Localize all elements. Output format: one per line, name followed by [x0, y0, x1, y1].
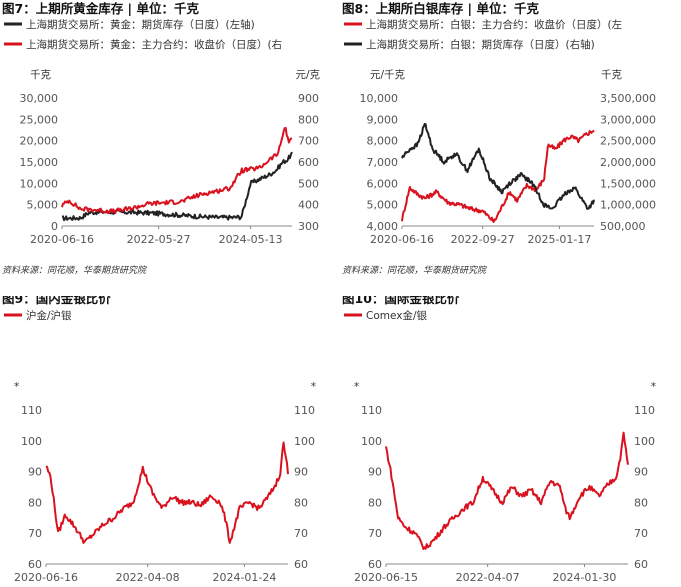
left-axis-tick-label: 20,000 — [20, 135, 59, 148]
right-axis-tick-label: 500 — [298, 177, 319, 190]
left-axis-tick-label: 60 — [368, 558, 382, 571]
left-axis-tick-label: 80 — [368, 496, 382, 509]
left-axis-tick-label: 8,000 — [367, 135, 399, 148]
right-axis-tick-label: 1,500,000 — [600, 177, 656, 190]
right-axis-tick-label: 80 — [294, 496, 308, 509]
right-axis-tick-label: 2,000,000 — [600, 156, 656, 169]
series-line — [401, 129, 595, 223]
left-axis-tick-label: 10,000 — [360, 92, 399, 105]
x-axis-tick-label: 2024-05-13 — [219, 233, 283, 246]
chart-panel-domestic-gold-silver-ratio: 图9：国内金银比价 沪金/沪银 * * 110 100 90 80 70 60 110 100 90 80… — [0, 296, 340, 586]
right-axis-unit: * — [651, 381, 656, 393]
right-axis-unit: * — [311, 381, 316, 393]
left-axis-tick-label: 70 — [28, 527, 42, 540]
left-axis-tick-label: 7,000 — [367, 156, 399, 169]
left-axis-tick-label: 90 — [28, 466, 42, 479]
x-axis-tick-label: 2022-04-08 — [116, 571, 180, 584]
chart-svg: 图8：上期所白银库存 | 单位：千克上海期货交易所：白银：主力合约：收盘价（日度… — [342, 1, 656, 276]
left-axis-unit: 元/千克 — [370, 69, 406, 81]
right-axis-tick-label: 700 — [298, 135, 319, 148]
x-axis-tick-label: 2025-01-17 — [527, 233, 591, 246]
legend-label: 沪金/沪银 — [26, 309, 72, 322]
right-axis-tick-label: 80 — [634, 496, 648, 509]
left-axis-tick-label: 5,000 — [367, 199, 399, 212]
series-line — [385, 431, 629, 550]
chart-title: 图10：国际金银比价 — [342, 296, 460, 306]
right-axis-tick-label: 400 — [298, 199, 319, 212]
right-axis-tick-label: 90 — [634, 466, 648, 479]
legend-label: 上海期货交易所：黄金：期货库存（日度）(左轴) — [26, 18, 255, 31]
right-axis-tick-label: 600 — [298, 156, 319, 169]
right-axis-tick-label: 100 — [294, 435, 315, 448]
legend-label: 上海期货交易所：黄金：主力合约：收盘价（日度）(右 — [26, 38, 282, 51]
chart-panel-international-gold-silver-ratio: 图10：国际金银比价 Comex金/银 * * 110 100 90 80 70 60 110 100… — [340, 296, 680, 586]
left-axis-unit: * — [354, 381, 359, 393]
chart-title: 图8：上期所白银库存 | 单位：千克 — [342, 1, 539, 16]
right-axis-tick-label: 70 — [634, 527, 648, 540]
right-axis-tick-label: 300 — [298, 220, 319, 233]
series-line — [45, 441, 289, 544]
right-axis-tick-label: 900 — [298, 92, 319, 105]
left-axis-tick-label: 6,000 — [367, 177, 399, 190]
legend-label: 上海期货交易所：白银：主力合约：收盘价（日度）(左 — [366, 18, 622, 31]
left-axis-tick-label: 15,000 — [20, 156, 59, 169]
x-axis-tick-label: 2020-06-16 — [30, 233, 94, 246]
left-axis-tick-label: 60 — [28, 558, 42, 571]
right-axis-tick-label: 110 — [294, 404, 315, 417]
right-axis-tick-label: 3,000,000 — [600, 113, 656, 126]
right-axis-tick-label: 60 — [294, 558, 308, 571]
left-axis-tick-label: 110 — [21, 404, 42, 417]
legend-label: Comex金/银 — [366, 309, 428, 322]
right-axis-unit: 千克 — [601, 69, 622, 81]
left-axis-tick-label: 0 — [51, 220, 58, 233]
chart-panel-silver-inventory: 图8：上期所白银库存 | 单位：千克上海期货交易所：白银：主力合约：收盘价（日度… — [340, 0, 680, 290]
x-axis-tick-label: 2022-04-07 — [456, 571, 520, 584]
source-note: 资料来源：同花顺，华泰期货研究院 — [2, 265, 148, 276]
series-line — [61, 151, 293, 222]
left-axis-tick-label: 100 — [361, 435, 382, 448]
left-axis-tick-label: 70 — [368, 527, 382, 540]
chart-title: 图9：国内金银比价 — [2, 296, 111, 306]
right-axis-tick-label: 60 — [634, 558, 648, 571]
x-axis-tick-label: 2022-09-27 — [451, 233, 515, 246]
left-axis-tick-label: 80 — [28, 496, 42, 509]
left-axis-tick-label: 90 — [368, 466, 382, 479]
right-axis-tick-label: 500,000 — [600, 220, 646, 233]
right-axis-tick-label: 70 — [294, 527, 308, 540]
x-axis-tick-label: 2024-01-24 — [212, 571, 276, 584]
source-note: 资料来源：同花顺，华泰期货研究院 — [342, 265, 488, 276]
x-axis-tick-label: 2020-06-15 — [354, 571, 418, 584]
chart-svg: 图7：上期所黄金库存 | 单位：千克上海期货交易所：黄金：期货库存（日度）(左轴… — [2, 1, 320, 276]
right-axis-tick-label: 110 — [634, 404, 655, 417]
right-axis-tick-label: 2,500,000 — [600, 135, 656, 148]
chart-panel-gold-inventory: 图7：上期所黄金库存 | 单位：千克上海期货交易所：黄金：期货库存（日度）(左轴… — [0, 0, 340, 290]
left-axis-unit: 千克 — [30, 69, 51, 81]
right-axis-tick-label: 100 — [634, 435, 655, 448]
x-axis-tick-label: 2024-01-30 — [552, 571, 616, 584]
x-axis-tick-label: 2020-06-16 — [14, 571, 78, 584]
right-axis-unit: 元/克 — [295, 69, 320, 81]
series-line — [61, 127, 292, 215]
right-axis-tick-label: 3,500,000 — [600, 92, 656, 105]
chart-title: 图7：上期所黄金库存 | 单位：千克 — [2, 1, 199, 16]
left-axis-tick-label: 100 — [21, 435, 42, 448]
left-axis-tick-label: 10,000 — [20, 177, 59, 190]
right-axis-tick-label: 90 — [294, 466, 308, 479]
left-axis-tick-label: 25,000 — [20, 113, 59, 126]
x-axis-tick-label: 2020-06-16 — [370, 233, 434, 246]
left-axis-tick-label: 4,000 — [367, 220, 399, 233]
series-line — [401, 123, 595, 210]
right-axis-tick-label: 1,000,000 — [600, 199, 656, 212]
right-axis-tick-label: 800 — [298, 113, 319, 126]
left-axis-tick-label: 5,000 — [27, 199, 59, 212]
left-axis-tick-label: 9,000 — [367, 113, 399, 126]
left-axis-unit: * — [14, 381, 19, 393]
x-axis-tick-label: 2022-05-27 — [127, 233, 191, 246]
legend-label: 上海期货交易所：白银：期货库存（日度）(右轴) — [366, 38, 595, 51]
left-axis-tick-label: 30,000 — [20, 92, 59, 105]
left-axis-tick-label: 110 — [361, 404, 382, 417]
